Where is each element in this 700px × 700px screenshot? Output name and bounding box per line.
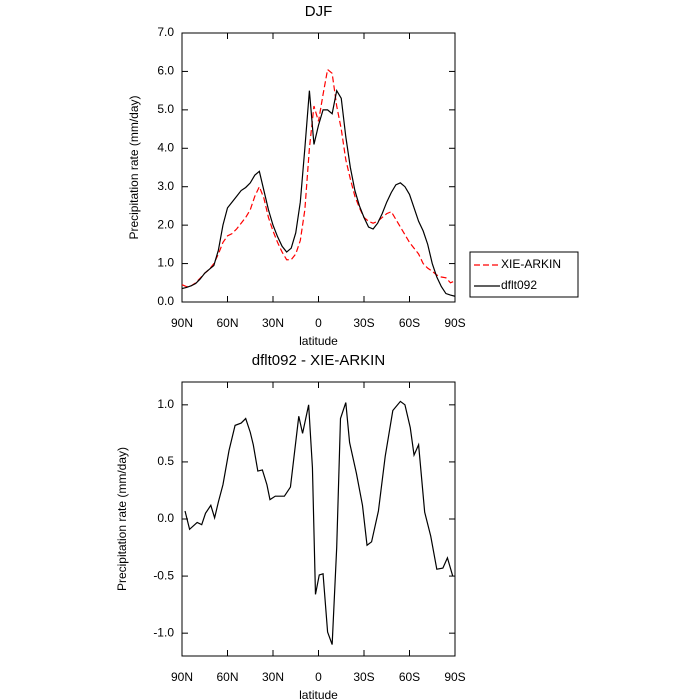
x-axis-label: latitude <box>299 334 338 348</box>
x-axis-label: latitude <box>299 688 338 700</box>
legend-box <box>469 251 579 298</box>
y-tick-label: 7.0 <box>157 25 174 39</box>
y-axis-label: Precipitation rate (mm/day) <box>127 95 141 239</box>
x-tick-label: 90N <box>171 316 193 330</box>
y-tick-label: 1.0 <box>157 397 174 411</box>
y-tick-label: -1.0 <box>153 625 174 639</box>
x-tick-label: 0 <box>315 670 322 684</box>
x-tick-label: 60S <box>399 670 420 684</box>
data-line <box>181 88 456 297</box>
y-tick-label: 4.0 <box>157 140 174 154</box>
y-tick-label: 3.0 <box>157 179 174 193</box>
x-tick-label: 60N <box>216 670 238 684</box>
chart-title: dflt092 - XIE-ARKIN <box>252 352 385 369</box>
x-tick-label: 60S <box>399 316 420 330</box>
y-tick-label: 1.0 <box>157 256 174 270</box>
y-axis-label: Precipitation rate (mm/day) <box>115 447 129 591</box>
y-tick-label: 0.0 <box>157 294 174 308</box>
x-tick-label: 30N <box>262 316 284 330</box>
x-tick-label: 90N <box>171 670 193 684</box>
plot-frame <box>181 32 456 303</box>
x-tick-label: 0 <box>315 316 322 330</box>
data-line <box>181 68 456 288</box>
x-tick-label: 30N <box>262 670 284 684</box>
plot-frame <box>181 381 456 657</box>
y-tick-label: -0.5 <box>153 568 174 582</box>
legend-label: XIE-ARKIN <box>501 257 561 271</box>
y-tick-label: 0.0 <box>157 511 174 525</box>
y-tick-label: 6.0 <box>157 64 174 78</box>
x-tick-label: 90S <box>444 670 465 684</box>
x-tick-label: 30S <box>353 316 374 330</box>
x-tick-label: 30S <box>353 670 374 684</box>
data-line <box>184 400 454 645</box>
x-tick-label: 60N <box>216 316 238 330</box>
y-tick-label: 2.0 <box>157 217 174 231</box>
legend-label: dflt092 <box>501 278 537 292</box>
y-tick-label: 0.5 <box>157 454 174 468</box>
x-tick-label: 90S <box>444 316 465 330</box>
y-tick-label: 5.0 <box>157 102 174 116</box>
chart-title: DJF <box>305 3 333 20</box>
